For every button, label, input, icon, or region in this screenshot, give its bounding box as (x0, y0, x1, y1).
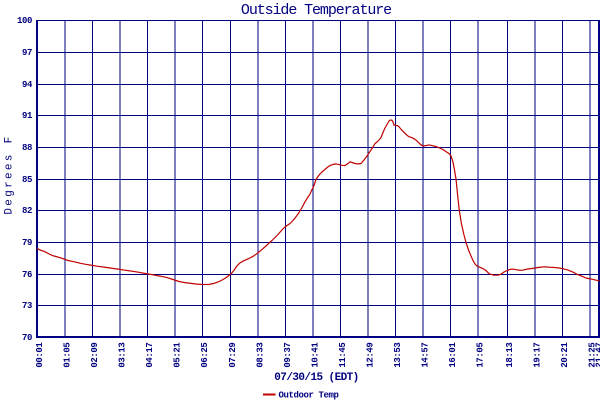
svg-text:20:21: 20:21 (560, 342, 570, 368)
svg-text:Outdoor Temp: Outdoor Temp (279, 390, 339, 400)
svg-text:03:13: 03:13 (118, 343, 128, 368)
svg-text:82: 82 (22, 206, 32, 216)
svg-text:13:53: 13:53 (393, 343, 403, 368)
svg-text:70: 70 (22, 333, 32, 343)
svg-text:88: 88 (22, 143, 32, 153)
svg-text:21:47: 21:47 (594, 343, 600, 368)
svg-text:09:37: 09:37 (283, 343, 293, 368)
svg-text:76: 76 (22, 270, 32, 280)
svg-text:14:57: 14:57 (421, 343, 431, 368)
svg-text:07:29: 07:29 (228, 343, 238, 368)
svg-text:07/30/15 (EDT): 07/30/15 (EDT) (274, 372, 358, 384)
svg-text:21:25: 21:25 (588, 343, 598, 368)
svg-text:19:17: 19:17 (532, 343, 542, 368)
svg-text:Outside Temperature: Outside Temperature (241, 2, 392, 19)
svg-text:04:17: 04:17 (145, 343, 155, 368)
svg-text:10:41: 10:41 (310, 342, 320, 368)
svg-text:17:05: 17:05 (476, 343, 486, 368)
svg-text:02:09: 02:09 (90, 343, 100, 368)
svg-text:91: 91 (22, 111, 33, 121)
svg-text:16:01: 16:01 (448, 342, 458, 368)
svg-text:73: 73 (22, 301, 32, 311)
svg-text:06:25: 06:25 (200, 343, 210, 368)
svg-text:12:49: 12:49 (365, 343, 375, 368)
svg-text:05:21: 05:21 (173, 342, 183, 368)
svg-text:08:33: 08:33 (255, 343, 265, 368)
svg-text:94: 94 (22, 80, 33, 90)
svg-text:79: 79 (22, 238, 32, 248)
svg-text:100: 100 (17, 16, 32, 26)
svg-text:85: 85 (22, 175, 32, 185)
svg-text:18:13: 18:13 (505, 343, 515, 368)
svg-text:Degrees F: Degrees F (4, 134, 16, 214)
svg-text:97: 97 (22, 48, 32, 58)
svg-text:11:45: 11:45 (338, 343, 348, 368)
svg-text:01:05: 01:05 (63, 343, 73, 368)
svg-text:00:01: 00:01 (35, 342, 45, 368)
